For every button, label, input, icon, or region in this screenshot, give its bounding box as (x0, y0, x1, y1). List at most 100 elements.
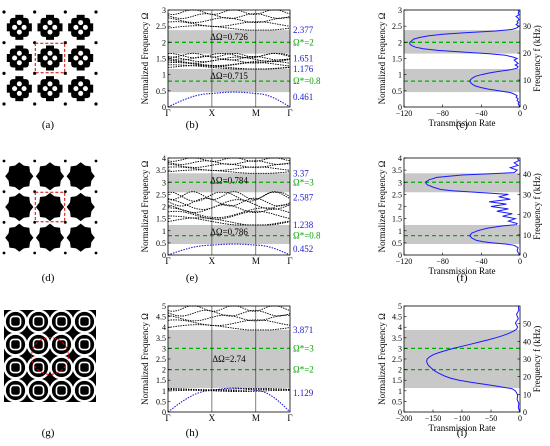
y-tick-label: 4 (398, 154, 402, 163)
target-frequency-label: Ω*=2 (293, 37, 314, 47)
band-curve (167, 55, 291, 61)
transmission-plot: −120 −80 −40 0 Transmission Rate 0 0.5 1 1.5 2 2.5… (377, 154, 542, 276)
right-y-tick-label: 20 (523, 211, 531, 220)
y-tick-label: 2.5 (156, 22, 166, 31)
inclusion-hole (16, 81, 22, 87)
y-tick-label: 3.5 (392, 166, 402, 175)
inclusion-hole (82, 24, 88, 30)
inclusion-hole (73, 86, 79, 92)
transmission-curve (409, 9, 521, 108)
y-tick-label: 3 (398, 6, 402, 15)
lattice-dot (63, 190, 67, 194)
y-tick-label: 0.5 (392, 239, 402, 248)
y-tick-label: 0 (162, 103, 166, 112)
inclusion-hole (47, 60, 53, 66)
x-tick-label: −120 (396, 257, 413, 266)
k-point-label: M (252, 413, 260, 423)
y-tick-label: 4 (162, 154, 166, 163)
band-curve (167, 319, 291, 327)
right-y-tick-label: 30 (523, 190, 531, 199)
x-tick-label: 0 (518, 109, 522, 118)
lattice-dot (94, 10, 98, 14)
band-structure-plot: Ω*=3 Ω*=0.8 ΔΩ=0.784 3.37 2.587 ΔΩ=0.786 1.238… (140, 154, 321, 266)
inclusion-hole (73, 55, 79, 61)
lattice-dot (33, 41, 37, 45)
x-tick-label: −80 (436, 109, 449, 118)
inclusion-hole (52, 55, 58, 61)
inclusion-hole (78, 50, 84, 56)
k-point-label: X (209, 413, 216, 423)
y-tick-label: 1 (398, 227, 402, 236)
ring-ligament (3, 355, 28, 380)
y-axis-label: Normalized Frequency Ω (377, 160, 387, 252)
panel-label: (b) (186, 119, 199, 131)
lattice-dot (33, 10, 37, 14)
inclusion-block (66, 223, 95, 252)
y-tick-label: 1 (398, 387, 402, 396)
y-tick-label: 0 (162, 408, 166, 417)
right-y-tick-label: 40 (523, 337, 531, 346)
band-curve (167, 166, 291, 171)
inner-ligament (55, 361, 68, 374)
ring-ligament (26, 332, 51, 357)
y-tick-label: 4 (162, 323, 166, 332)
inner-ligament (55, 315, 68, 328)
inclusion-hole (47, 90, 53, 96)
band-curve (167, 389, 290, 393)
target-frequency-label: Ω*=3 (293, 343, 314, 353)
x-tick-label: −200 (396, 414, 413, 423)
transmission-curve (424, 157, 521, 256)
lattice-dot (63, 41, 67, 45)
x-tick-label: −100 (454, 414, 471, 423)
inner-ligament (32, 384, 45, 397)
lattice-dot (33, 159, 37, 163)
y-tick-label: 1.5 (392, 376, 402, 385)
inclusion-hole (78, 29, 84, 35)
ring-ligament (49, 355, 74, 380)
inclusion-hole (52, 86, 58, 92)
lattice-dot (33, 102, 37, 106)
panel-label: (f) (457, 272, 468, 284)
ring-ligament (26, 378, 51, 403)
k-point-label: M (252, 256, 260, 266)
x-tick-label: 0 (518, 257, 522, 266)
y-tick-label: 0 (398, 408, 402, 417)
lattice-dot (33, 71, 37, 75)
x-tick-label: −40 (475, 257, 488, 266)
inclusion-hole (12, 86, 18, 92)
transmission-plot: −120 −80 −40 0 Transmission Rate 0 0.5 1 1.5 2 2.5… (377, 6, 542, 128)
y-tick-label: 2.5 (156, 355, 166, 364)
inclusion-hole (42, 55, 48, 61)
k-point-label: X (209, 256, 216, 266)
ring-ligament (26, 355, 51, 380)
inner-ligament (32, 315, 45, 328)
k-point-label: Γ (287, 256, 292, 266)
band-curve (167, 60, 291, 66)
band-curve (167, 160, 291, 165)
right-y-tick-label: 0 (523, 251, 527, 260)
inclusion-hole (21, 55, 27, 61)
panel-label: (d) (42, 272, 55, 284)
y-tick-label: 0 (398, 251, 402, 260)
inclusion-hole (47, 81, 53, 87)
ring-ligament (49, 332, 74, 357)
y-tick-label: 0.5 (156, 239, 166, 248)
x-tick-label: 0 (518, 414, 522, 423)
inclusion-block (5, 192, 34, 222)
y-tick-label: 2 (162, 38, 166, 47)
inclusion-hole (16, 90, 22, 96)
lattice-dot (94, 102, 98, 106)
y-tick-label: 0.5 (156, 397, 166, 406)
band-curve (167, 387, 291, 391)
y-tick-label: 1 (162, 227, 166, 236)
inclusion-hole (12, 55, 18, 61)
inclusion-block (66, 162, 95, 191)
inclusion-arm (46, 14, 54, 40)
lattice-dot (94, 190, 98, 194)
band-curve (167, 387, 291, 413)
band-curve (167, 13, 291, 19)
ring-ligament (3, 378, 28, 403)
k-point-label: Γ (165, 413, 170, 423)
lattice-dot (2, 41, 6, 45)
